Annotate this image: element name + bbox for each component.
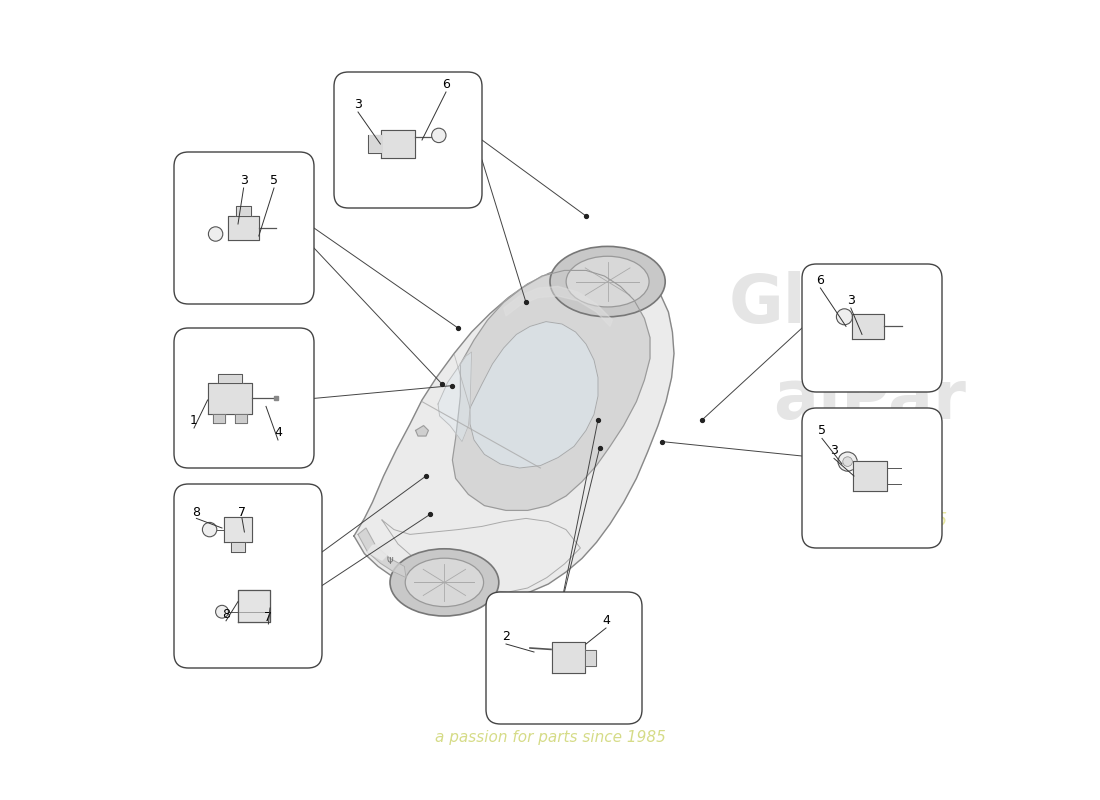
Polygon shape — [438, 352, 472, 442]
Polygon shape — [854, 461, 887, 491]
Polygon shape — [852, 314, 884, 339]
Text: 3: 3 — [847, 294, 855, 306]
Polygon shape — [585, 650, 596, 666]
FancyBboxPatch shape — [174, 152, 314, 304]
Polygon shape — [224, 517, 252, 542]
Text: Glob: Glob — [728, 271, 900, 337]
Circle shape — [836, 309, 852, 325]
Text: alPar: alPar — [773, 367, 967, 433]
Text: Ψ: Ψ — [387, 557, 394, 566]
Ellipse shape — [566, 256, 649, 307]
Polygon shape — [416, 426, 428, 436]
FancyBboxPatch shape — [802, 264, 942, 392]
Polygon shape — [236, 206, 251, 216]
Polygon shape — [208, 383, 252, 414]
Circle shape — [843, 457, 852, 466]
Polygon shape — [218, 374, 242, 383]
Circle shape — [208, 227, 223, 242]
FancyBboxPatch shape — [174, 328, 314, 468]
Polygon shape — [212, 414, 226, 423]
Polygon shape — [238, 590, 270, 622]
Polygon shape — [504, 286, 613, 326]
Text: 6: 6 — [816, 274, 824, 286]
Text: 2: 2 — [502, 630, 510, 642]
Circle shape — [838, 452, 857, 471]
Polygon shape — [367, 542, 392, 560]
Polygon shape — [234, 414, 248, 423]
Text: 8: 8 — [192, 506, 200, 518]
Text: a passion for parts since 1985: a passion for parts since 1985 — [434, 730, 666, 745]
FancyBboxPatch shape — [486, 592, 642, 724]
FancyBboxPatch shape — [174, 484, 322, 668]
Text: 7: 7 — [264, 611, 273, 624]
Text: 4: 4 — [602, 614, 609, 626]
Polygon shape — [354, 262, 674, 602]
Polygon shape — [229, 216, 258, 240]
Text: 5: 5 — [818, 424, 826, 437]
Polygon shape — [382, 518, 581, 592]
Polygon shape — [358, 528, 406, 578]
Text: 1: 1 — [190, 414, 198, 426]
Ellipse shape — [550, 246, 666, 317]
Text: 8: 8 — [222, 608, 230, 621]
Circle shape — [216, 606, 229, 618]
Polygon shape — [470, 322, 598, 468]
Polygon shape — [382, 130, 415, 158]
Circle shape — [202, 522, 217, 537]
Circle shape — [431, 128, 446, 142]
Text: since 1985: since 1985 — [840, 510, 947, 530]
Ellipse shape — [405, 558, 484, 606]
Ellipse shape — [390, 549, 498, 616]
Text: 3: 3 — [830, 444, 838, 457]
Text: ts: ts — [874, 463, 946, 529]
Polygon shape — [452, 270, 650, 510]
Polygon shape — [231, 542, 245, 552]
Text: 4: 4 — [274, 426, 282, 438]
Text: 5: 5 — [270, 174, 278, 186]
Text: 3: 3 — [354, 98, 362, 110]
Polygon shape — [368, 135, 382, 153]
Text: 7: 7 — [238, 506, 246, 518]
FancyBboxPatch shape — [802, 408, 942, 548]
FancyBboxPatch shape — [334, 72, 482, 208]
Text: 6: 6 — [442, 78, 450, 90]
Text: 3: 3 — [240, 174, 248, 186]
Polygon shape — [551, 642, 585, 673]
